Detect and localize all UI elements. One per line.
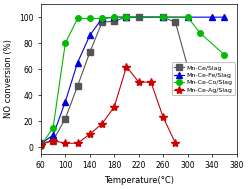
Mn-Ce/Slag [198, 68, 201, 70]
Mn-Ce-Ag/Slag [88, 133, 91, 135]
Y-axis label: NO conversion (%): NO conversion (%) [4, 40, 13, 118]
Mn-Ce-Co/Slag [186, 16, 189, 18]
Line: Mn-Ce-Ag/Slag: Mn-Ce-Ag/Slag [37, 62, 180, 149]
X-axis label: Temperature(°C): Temperature(°C) [104, 176, 174, 185]
Mn-Ce/Slag [162, 16, 165, 18]
Mn-Ce/Slag [113, 20, 116, 22]
Mn-Ce-Ag/Slag [113, 106, 116, 108]
Mn-Ce-Co/Slag [52, 126, 55, 129]
Mn-Ce-Ag/Slag [64, 142, 67, 144]
Mn-Ce-Co/Slag [76, 17, 79, 20]
Mn-Ce-Ag/Slag [162, 116, 165, 118]
Mn-Ce/Slag [100, 21, 103, 23]
Mn-Ce-Fe/Slag [88, 34, 91, 36]
Mn-Ce-Fe/Slag [52, 134, 55, 137]
Mn-Ce-Co/Slag [88, 17, 91, 20]
Line: Mn-Ce-Fe/Slag: Mn-Ce-Fe/Slag [37, 14, 228, 147]
Mn-Ce-Co/Slag [113, 16, 116, 18]
Line: Mn-Ce/Slag: Mn-Ce/Slag [38, 14, 227, 146]
Mn-Ce-Ag/Slag [100, 123, 103, 125]
Mn-Ce-Fe/Slag [186, 16, 189, 18]
Mn-Ce-Ag/Slag [76, 142, 79, 144]
Mn-Ce-Co/Slag [198, 32, 201, 34]
Mn-Ce/Slag [64, 117, 67, 120]
Mn-Ce/Slag [125, 16, 128, 18]
Mn-Ce-Co/Slag [64, 42, 67, 44]
Mn-Ce-Co/Slag [223, 54, 226, 56]
Mn-Ce/Slag [52, 139, 55, 142]
Mn-Ce/Slag [174, 21, 177, 23]
Mn-Ce-Fe/Slag [39, 142, 42, 144]
Mn-Ce-Ag/Slag [125, 65, 128, 68]
Legend: Mn-Ce/Slag, Mn-Ce-Fe/Slag, Mn-Ce-Co/Slag, Mn-Ce-Ag/Slag: Mn-Ce/Slag, Mn-Ce-Fe/Slag, Mn-Ce-Co/Slag… [172, 63, 235, 95]
Mn-Ce-Fe/Slag [64, 101, 67, 103]
Mn-Ce-Fe/Slag [223, 16, 226, 18]
Mn-Ce/Slag [186, 65, 189, 68]
Mn-Ce-Fe/Slag [113, 16, 116, 18]
Mn-Ce/Slag [88, 51, 91, 53]
Mn-Ce-Co/Slag [39, 145, 42, 147]
Mn-Ce-Ag/Slag [52, 139, 55, 142]
Mn-Ce-Co/Slag [162, 16, 165, 18]
Mn-Ce-Fe/Slag [162, 16, 165, 18]
Mn-Ce/Slag [137, 16, 140, 18]
Line: Mn-Ce-Co/Slag: Mn-Ce-Co/Slag [38, 14, 227, 149]
Mn-Ce/Slag [223, 77, 226, 79]
Mn-Ce-Co/Slag [100, 17, 103, 20]
Mn-Ce-Fe/Slag [125, 16, 128, 18]
Mn-Ce-Co/Slag [125, 16, 128, 18]
Mn-Ce-Fe/Slag [100, 17, 103, 20]
Mn-Ce-Fe/Slag [76, 62, 79, 64]
Mn-Ce-Fe/Slag [211, 16, 214, 18]
Mn-Ce-Ag/Slag [137, 81, 140, 83]
Mn-Ce-Ag/Slag [39, 143, 42, 146]
Mn-Ce/Slag [39, 142, 42, 144]
Mn-Ce/Slag [76, 85, 79, 87]
Mn-Ce-Ag/Slag [174, 142, 177, 144]
Mn-Ce-Ag/Slag [150, 81, 153, 83]
